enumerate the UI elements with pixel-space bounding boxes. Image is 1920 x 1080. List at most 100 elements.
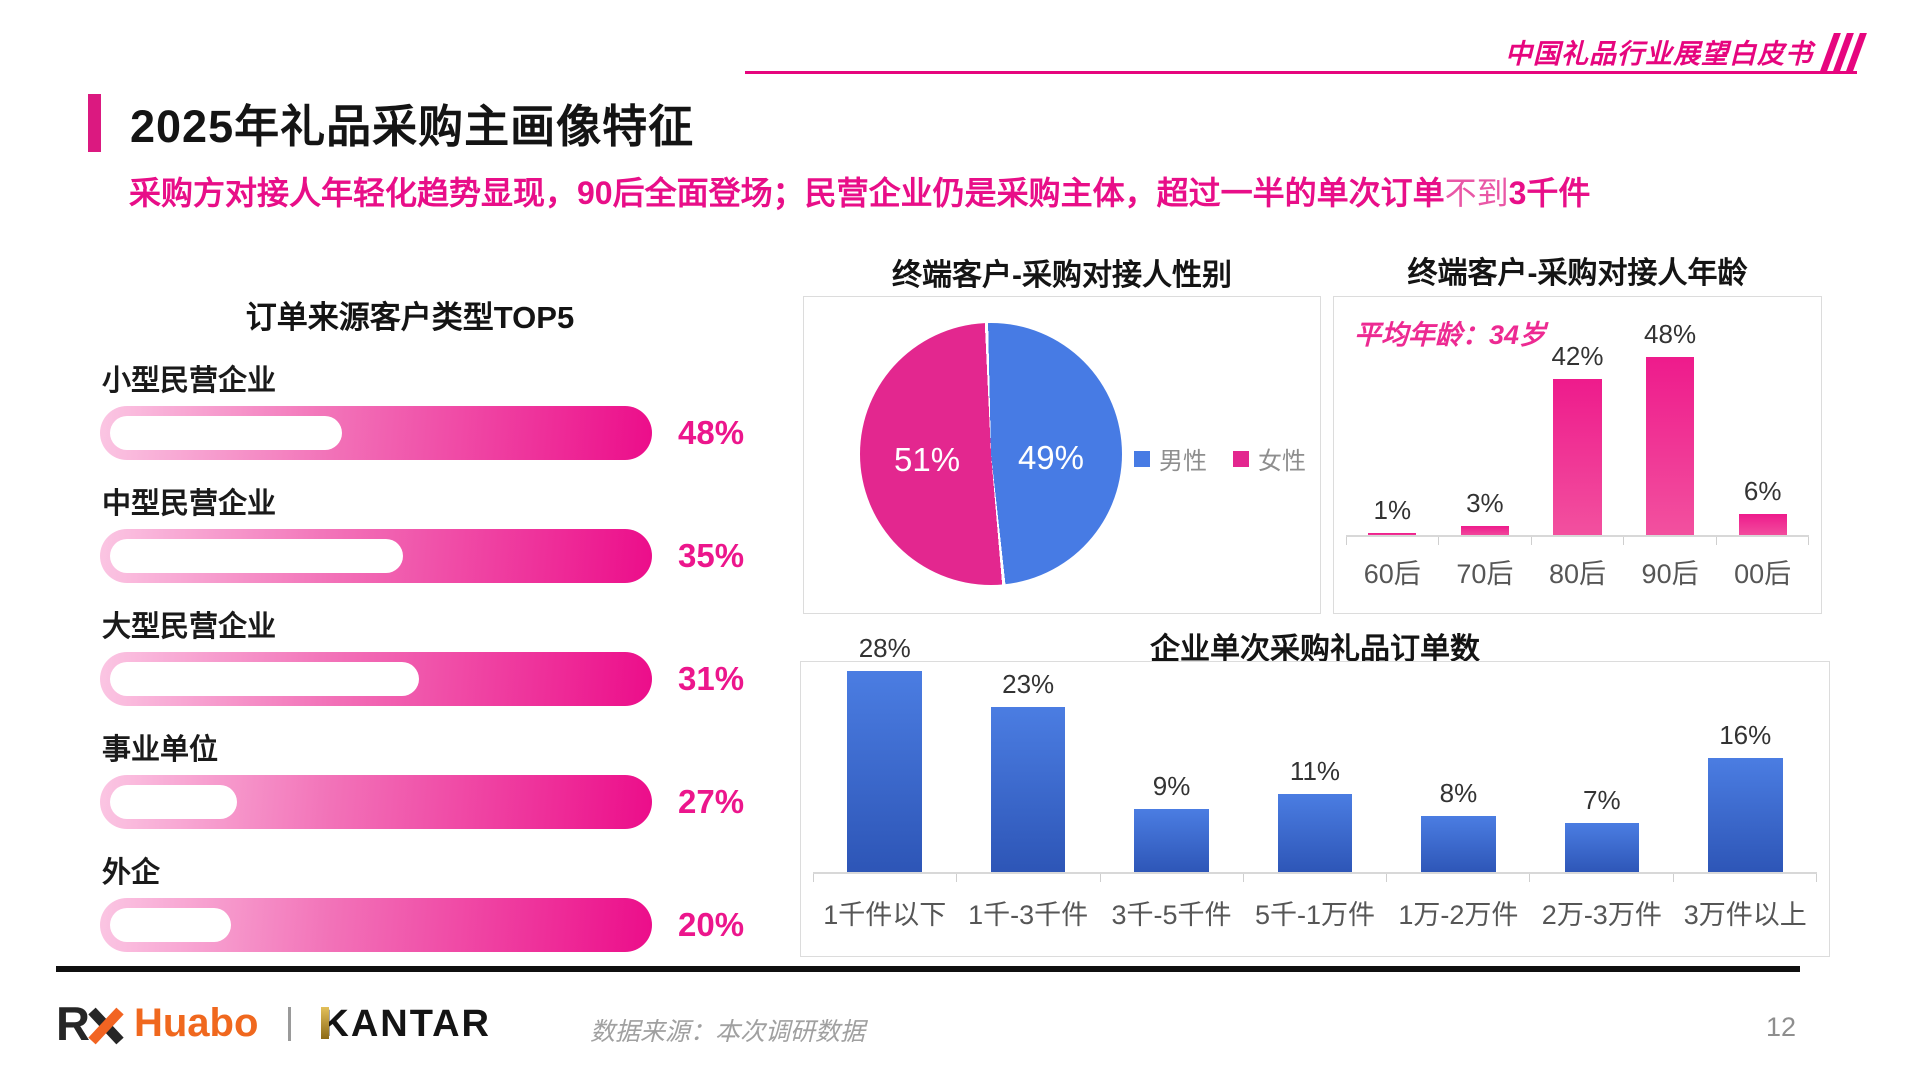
orders-column: 23% xyxy=(956,669,1099,874)
top5-bar-highlight xyxy=(110,662,420,696)
pie-label-female: 51% xyxy=(894,441,961,478)
age-column: 6% xyxy=(1716,476,1809,537)
chart-top5-customer-types: 订单来源客户类型TOP5 小型民营企业 48% 中型民营企业 35% 大型民营企业 31%… xyxy=(100,292,800,972)
age-axis-ticks xyxy=(1346,535,1810,545)
orders-value-label: 7% xyxy=(1583,785,1621,815)
rx-logo-x-icon xyxy=(88,1007,124,1044)
orders-columns: 28% 23% 9% 11% 8% 7% 16% xyxy=(813,633,1817,874)
axis-tick xyxy=(1717,537,1810,545)
gender-pie: 51% 49% xyxy=(860,323,1122,585)
page-title: 2025年礼品采购主画像特征 xyxy=(130,101,695,152)
orders-column: 7% xyxy=(1530,785,1673,874)
footer-logos: R Huabo KANTAR xyxy=(56,1000,491,1047)
legend-label: 男性 xyxy=(1159,448,1207,475)
chart-age-panel: 平均年龄：34岁 1% 3% 42% 48% 6% 60后 70后 80后 90后 00后 xyxy=(1333,296,1822,614)
orders-value-label: 16% xyxy=(1719,720,1772,750)
axis-tick xyxy=(813,874,958,882)
legend-item: 女性 xyxy=(1233,441,1306,476)
age-columns: 1% 3% 42% 48% 6% xyxy=(1346,319,1809,537)
top5-value-label: 20% xyxy=(678,906,745,943)
legend-swatch xyxy=(1233,450,1249,467)
chart-orders-panel: 28% 23% 9% 11% 8% 7% 16% 1千件以下 1千-3千件 3千-5千件 5千-1… xyxy=(800,633,1830,957)
axis-tick xyxy=(1674,874,1817,882)
age-column: 48% xyxy=(1624,319,1717,537)
top5-bar-highlight xyxy=(110,785,237,819)
age-x-label: 90后 xyxy=(1641,559,1699,589)
age-value-label: 3% xyxy=(1466,488,1504,518)
huabo-logo: Huabo xyxy=(133,1001,259,1045)
axis-tick xyxy=(1346,537,1440,545)
header-watermark-title: 中国礼品行业展望白皮书 xyxy=(1505,39,1813,69)
chart-gender-title: 终端客户-采购对接人性别 xyxy=(892,259,1232,292)
orders-axis-labels: 1千件以下 1千-3千件 3千-5千件 5千-1万件 1万-2万件 2万-3万件 3万件以上 xyxy=(813,893,1817,932)
logo-separator xyxy=(288,1006,292,1041)
footer-divider xyxy=(56,966,1800,972)
axis-tick xyxy=(1532,537,1625,545)
orders-column: 9% xyxy=(1100,771,1243,874)
orders-value-label: 9% xyxy=(1152,771,1191,801)
age-x-label: 60后 xyxy=(1363,559,1421,589)
top5-row: 大型民营企业 31% xyxy=(100,603,800,706)
orders-x-label: 5千-1万件 xyxy=(1254,900,1375,930)
top5-bar xyxy=(100,652,652,706)
header-slashes-icon xyxy=(1820,32,1867,71)
top5-value-label: 31% xyxy=(678,660,745,697)
top5-category-label: 中型民营企业 xyxy=(102,488,277,520)
chart-age-title: 终端客户-采购对接人年龄 xyxy=(1407,257,1748,290)
top5-bar-line: 20% xyxy=(100,898,800,952)
orders-column: 11% xyxy=(1243,756,1386,874)
top5-bar-highlight xyxy=(110,908,232,942)
orders-value-label: 11% xyxy=(1289,756,1341,786)
age-average-annotation: 平均年龄：34岁 xyxy=(1354,320,1547,350)
top5-row: 中型民营企业 35% xyxy=(100,480,800,583)
orders-value-label: 28% xyxy=(858,633,911,663)
page-number: 12 xyxy=(1766,1012,1797,1042)
top5-category-label: 外企 xyxy=(102,857,161,889)
age-column: 3% xyxy=(1439,488,1532,537)
chart-top5-title: 订单来源客户类型TOP5 xyxy=(245,300,575,335)
age-column: 42% xyxy=(1531,341,1624,537)
orders-column: 16% xyxy=(1674,720,1817,874)
age-bar xyxy=(1738,514,1787,537)
age-bar xyxy=(1553,379,1602,537)
top5-value-label: 27% xyxy=(678,783,745,820)
top5-bar-line: 35% xyxy=(100,529,800,583)
subtitle-segment: 不到 xyxy=(1444,175,1509,211)
axis-tick xyxy=(1624,537,1717,545)
top5-bar-line: 48% xyxy=(100,406,800,460)
chart-gender-panel: 51% 49% 男性 女性 xyxy=(803,296,1321,614)
data-source-note: 数据来源：本次调研数据 xyxy=(590,1018,866,1046)
orders-bar xyxy=(847,671,922,874)
orders-x-label: 3万件以上 xyxy=(1683,900,1807,930)
age-value-label: 1% xyxy=(1373,495,1412,525)
axis-tick xyxy=(1439,537,1532,545)
rx-logo-r: R xyxy=(56,997,90,1050)
top5-row: 外企 20% xyxy=(100,849,800,952)
age-bar xyxy=(1460,526,1509,537)
axis-tick xyxy=(1530,874,1674,882)
legend-swatch xyxy=(1134,450,1150,467)
top5-category-label: 大型民营企业 xyxy=(102,611,277,643)
orders-x-label: 1千件以下 xyxy=(823,900,947,930)
age-x-label: 70后 xyxy=(1456,559,1514,589)
age-bar xyxy=(1646,357,1695,537)
title-accent-bar xyxy=(88,94,101,152)
orders-x-label: 2万-3万件 xyxy=(1541,900,1662,930)
top5-bar xyxy=(100,406,652,460)
top5-bar-line: 27% xyxy=(100,775,800,829)
top5-bar xyxy=(100,775,652,829)
orders-value-label: 23% xyxy=(1002,669,1055,699)
orders-x-label: 1千-3千件 xyxy=(968,900,1089,930)
orders-x-label: 3千-5千件 xyxy=(1111,900,1232,930)
orders-bar xyxy=(1421,816,1496,874)
top5-row: 事业单位 27% xyxy=(100,726,800,829)
page-subtitle: 采购方对接人年轻化趋势显现，90后全面登场；民营企业仍是采购主体，超过一半的单次… xyxy=(129,168,1590,214)
legend-label: 女性 xyxy=(1258,448,1306,475)
pie-label-male: 49% xyxy=(1017,439,1084,476)
top5-value-label: 48% xyxy=(678,414,745,451)
top5-category-label: 小型民营企业 xyxy=(102,365,277,397)
legend-item: 男性 xyxy=(1134,441,1207,476)
top5-row: 小型民营企业 48% xyxy=(100,357,800,460)
orders-value-label: 8% xyxy=(1439,778,1478,808)
